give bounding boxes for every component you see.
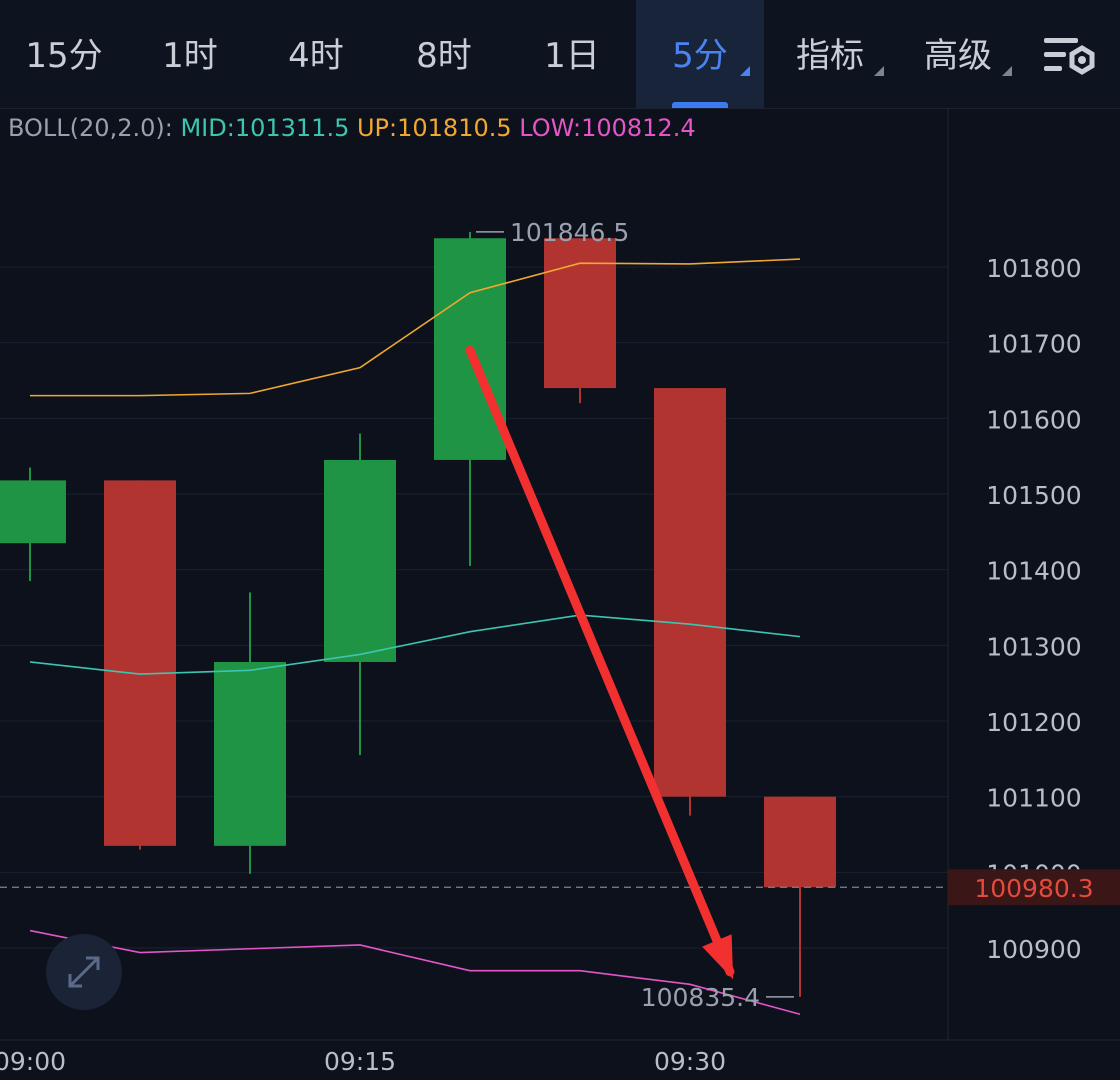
y-tick-label: 101600 bbox=[986, 405, 1081, 434]
tab-indicators[interactable]: 指标 bbox=[772, 0, 888, 108]
annotation-arrow-shaft bbox=[465, 345, 735, 977]
tab-5m[interactable]: 5分 bbox=[636, 0, 764, 108]
candle-body bbox=[324, 459, 396, 662]
boll-legend-low: LOW:100812.4 bbox=[519, 114, 696, 142]
candle-body bbox=[0, 480, 66, 544]
boll-legend-mid: MID:101311.5 bbox=[180, 114, 350, 142]
low-price-label: 100835.4 bbox=[641, 983, 760, 1012]
tab-1h[interactable]: 1时 bbox=[162, 36, 218, 76]
boll-legend-name: BOLL(20,2.0): bbox=[8, 114, 173, 142]
boll-upper-line bbox=[30, 258, 801, 397]
x-tick-label: 09:30 bbox=[654, 1047, 726, 1076]
boll-lower-line bbox=[29, 929, 801, 1016]
candle-body bbox=[654, 388, 726, 797]
expand-button[interactable] bbox=[46, 934, 122, 1010]
boll-mid-line bbox=[29, 614, 801, 675]
last-price-label: 100980.3 bbox=[974, 874, 1093, 903]
y-tick-label: 100900 bbox=[986, 935, 1081, 964]
active-tab-indicator bbox=[672, 102, 728, 108]
annotation-arrow-head bbox=[702, 934, 734, 980]
y-tick-label: 101200 bbox=[986, 708, 1081, 737]
tab-4h[interactable]: 4时 bbox=[288, 36, 344, 76]
candlestick-chart[interactable]: 101800 101700 101600 101500 101400 101300 1012… bbox=[0, 108, 1120, 1080]
boll-legend-up: UP:101810.5 bbox=[356, 114, 512, 142]
expand-icon bbox=[68, 956, 100, 988]
candle-body bbox=[214, 661, 286, 846]
x-tick-label: 09:00 bbox=[0, 1047, 66, 1076]
tab-15m[interactable]: 15分 bbox=[25, 36, 103, 76]
dropdown-triangle-icon bbox=[1002, 66, 1012, 76]
boll-legend: BOLL(20,2.0): MID:101311.5 UP:101810.5 L… bbox=[8, 114, 696, 142]
candle-body bbox=[544, 238, 616, 389]
tab-1d[interactable]: 1日 bbox=[544, 36, 600, 76]
y-tick-label: 101700 bbox=[986, 330, 1081, 359]
dropdown-triangle-icon bbox=[740, 66, 750, 76]
y-tick-label: 101800 bbox=[986, 254, 1081, 283]
y-tick-label: 101100 bbox=[986, 784, 1081, 813]
tab-advanced[interactable]: 高级 bbox=[900, 0, 1016, 108]
tab-8h[interactable]: 8时 bbox=[416, 36, 472, 76]
y-tick-label: 101500 bbox=[986, 481, 1081, 510]
chart-settings-icon[interactable] bbox=[1030, 28, 1102, 84]
y-tick-label: 101300 bbox=[986, 632, 1081, 661]
x-tick-label: 09:15 bbox=[324, 1047, 396, 1076]
candle-body bbox=[764, 796, 836, 888]
last-price-tag bbox=[948, 869, 1120, 906]
high-price-label: 101846.5 bbox=[510, 218, 629, 247]
y-tick-label: 101400 bbox=[986, 557, 1081, 586]
candle-body bbox=[104, 480, 176, 846]
timeframe-toolbar: 15分 1时 4时 8时 1日 5分 指标 高级 bbox=[0, 0, 1120, 109]
dropdown-triangle-icon bbox=[874, 66, 884, 76]
